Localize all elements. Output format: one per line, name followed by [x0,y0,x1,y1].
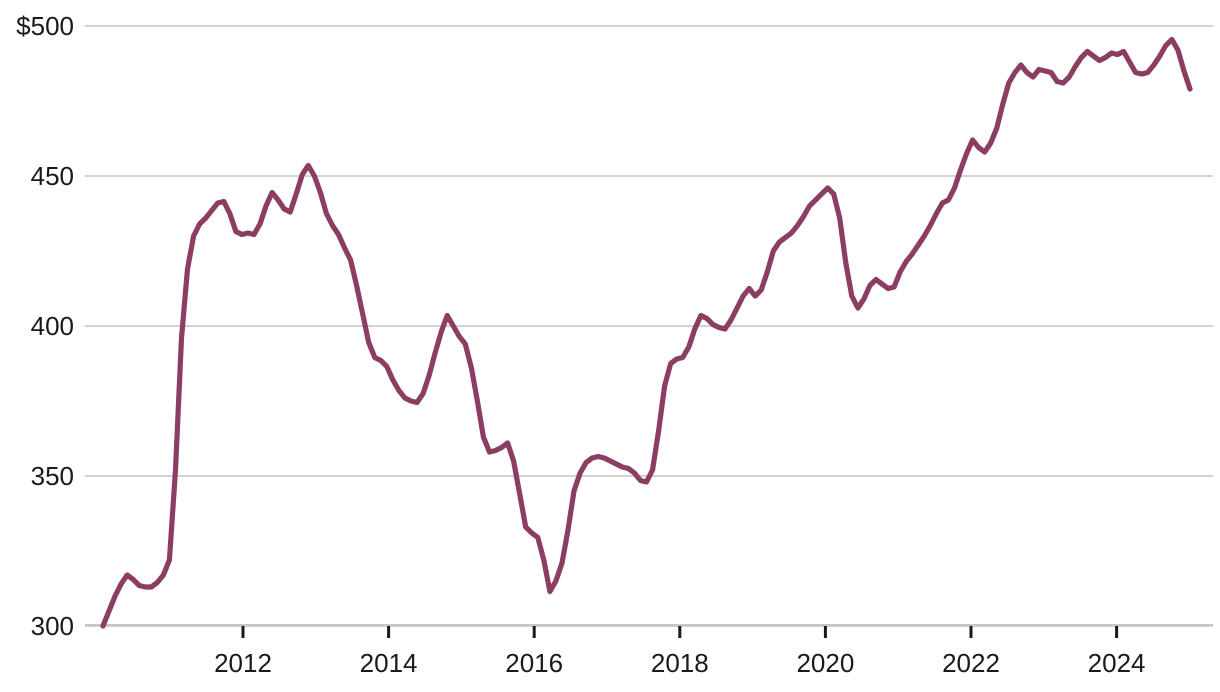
x-axis-tick-label: 2014 [360,648,418,678]
x-axis-tick-label: 2022 [942,648,1000,678]
x-axis-tick-label: 2016 [505,648,563,678]
y-axis-tick-label: $500 [16,11,74,41]
y-axis-tick-label: 400 [31,311,74,341]
x-axis-tick-label: 2020 [796,648,854,678]
y-axis-tick-label: 300 [31,611,74,641]
y-axis-tick-label: 450 [31,161,74,191]
y-axis-tick-label: 350 [31,461,74,491]
x-axis-tick-label: 2024 [1088,648,1146,678]
x-axis-tick-label: 2018 [651,648,709,678]
price-line-series [100,36,1193,629]
x-axis-tick-label: 2012 [214,648,272,678]
